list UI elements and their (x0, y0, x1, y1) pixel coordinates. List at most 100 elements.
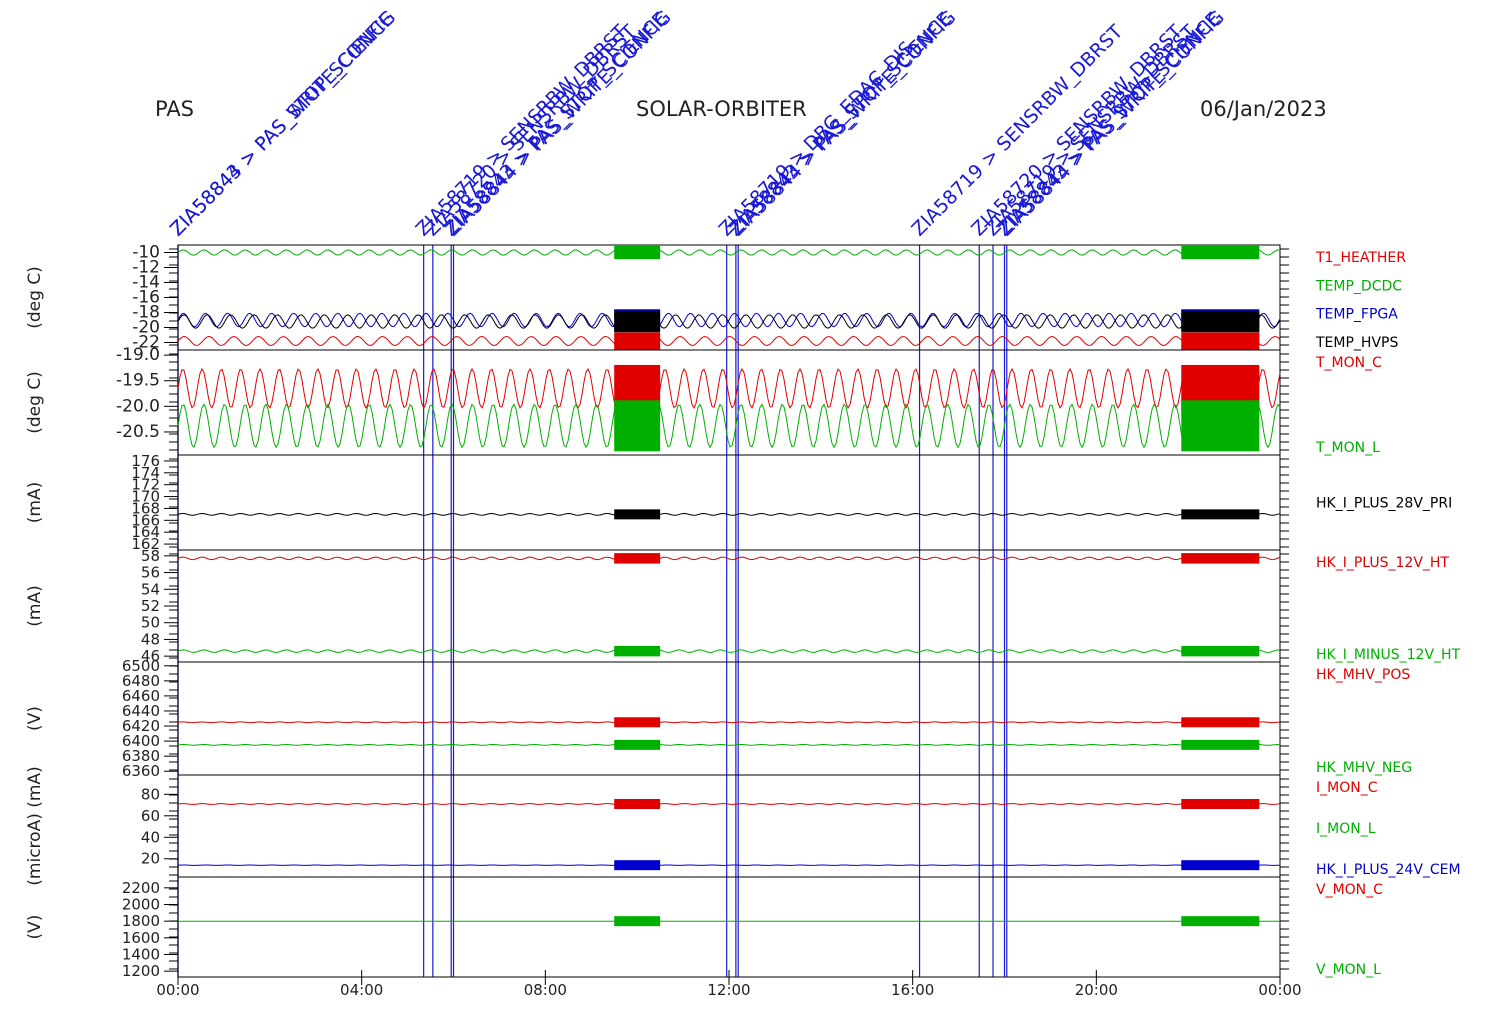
series-line (177, 312, 1281, 328)
data-block (614, 553, 661, 564)
data-block (1181, 400, 1260, 452)
y-tick-label: -18 (132, 303, 160, 323)
legend-entry: T1_HEATHER (1315, 250, 1406, 266)
x-axis: 00:00 04:00 08:00 12:00 16:00 20:00 00:00 (156, 970, 1302, 999)
panel-6: 80 60 40 20 (microA) (mA) I_MON_C I_MON_L HK_I_… (25, 766, 1461, 885)
y-tick-label: 56 (141, 564, 160, 582)
x-tick-label: 12:00 (707, 981, 750, 999)
legend-entry: TEMP_HVPS (1315, 335, 1398, 351)
y-axis-label: (V) (25, 706, 45, 731)
data-block (1181, 645, 1260, 657)
y-tick-label: -22 (132, 333, 160, 353)
x-tick-label: 16:00 (891, 981, 934, 999)
y-tick-label: 6500 (122, 657, 160, 675)
data-block (1181, 860, 1260, 871)
legend-entry: HK_I_PLUS_28V_PRI (1316, 496, 1452, 512)
y-axis-label: (mA) (25, 585, 45, 626)
data-block (1181, 509, 1260, 520)
legend-entry: TEMP_DCDC (1315, 278, 1402, 294)
data-block (614, 916, 661, 927)
data-block (614, 245, 661, 260)
y-tick-label: 6400 (122, 732, 160, 750)
series-line (177, 249, 1281, 256)
y-tick-label: 6420 (122, 717, 160, 735)
y-tick-label: 6360 (122, 762, 160, 780)
y-tick-label: 164 (131, 523, 160, 541)
y-tick-label: 6460 (122, 687, 160, 705)
y-tick-label: 54 (141, 580, 160, 598)
event-label: ZIA58844 > PAS_WRITE_CONFIG (726, 6, 960, 240)
panel-frame (177, 549, 1281, 663)
series-line (177, 803, 1281, 805)
y-tick-label: 170 (131, 488, 160, 506)
y-axis-label: (deg C) (25, 371, 45, 434)
data-block (614, 645, 661, 657)
y-tick-label: 58 (141, 547, 160, 565)
y-tick-label: -20.5 (116, 422, 160, 442)
series-line (177, 403, 1281, 449)
legend-entry: HK_MHV_NEG (1316, 760, 1412, 776)
panels: -10-12-14-16-18-20-22 (deg C) T1_HEATHER TE… (25, 243, 1461, 981)
header-left: PAS (155, 97, 194, 121)
y-tick-label: 1200 (122, 962, 160, 980)
x-tick-label: 08:00 (524, 981, 567, 999)
panel-1: -10-12-14-16-18-20-22 (deg C) T1_HEATHER TE… (25, 243, 1406, 353)
data-block (1181, 553, 1260, 564)
data-block (614, 332, 661, 350)
legend-entry: I_MON_L (1316, 821, 1376, 837)
panel-frame (177, 876, 1281, 978)
y-tick-label: 168 (131, 499, 160, 517)
data-block (614, 798, 661, 809)
legend-entry: I_MON_C (1316, 780, 1378, 796)
y-tick-label: -16 (132, 288, 160, 308)
y-axis-label: (microA) (mA) (25, 766, 45, 885)
y-tick-label: 80 (141, 785, 160, 803)
data-block (614, 860, 661, 871)
series-line (177, 744, 1280, 746)
legend-entry: HK_I_MINUS_12V_HT (1316, 647, 1461, 663)
y-tick-label: 1800 (122, 912, 160, 930)
y-tick-label: -12 (132, 258, 160, 278)
data-block (1181, 245, 1260, 260)
panel-frame (177, 661, 1281, 776)
y-tick-label: 6380 (122, 747, 160, 765)
y-axis-label: (mA) (25, 482, 45, 523)
x-tick-label: 20:00 (1075, 981, 1118, 999)
data-block (614, 310, 661, 333)
y-tick-label: 50 (141, 614, 160, 632)
data-block (614, 739, 661, 750)
data-block (614, 509, 661, 520)
y-tick-label: 1600 (122, 929, 160, 947)
panel-2: -19.0 -19.5 -20.0 -20.5 (deg C) T_MON_C T_MON_… (25, 345, 1382, 456)
y-tick-label: 1400 (122, 946, 160, 964)
series-line (177, 556, 1281, 561)
data-block (1181, 332, 1260, 350)
data-block (1181, 717, 1260, 728)
series-line (177, 649, 1281, 653)
y-axis-label: (V) (25, 915, 45, 940)
y-tick-label: 172 (131, 476, 160, 494)
y-axis-label: (deg C) (25, 266, 45, 329)
y-tick-label: 6440 (122, 702, 160, 720)
series-line (177, 721, 1281, 724)
series-line (177, 335, 1281, 347)
legend-entry: T_MON_C (1315, 355, 1382, 371)
y-tick-label: 52 (141, 597, 160, 615)
legend-entry: HK_MHV_POS (1316, 667, 1410, 683)
event-label: ZIA58844 > PAS_WRITE_CONFIG (166, 6, 400, 240)
data-block (1181, 739, 1260, 750)
y-tick-label: 176 (131, 452, 160, 470)
panel-frame (177, 244, 1281, 351)
y-tick-label: 60 (141, 807, 160, 825)
y-tick-label: -19.0 (116, 345, 160, 365)
x-tick-label: 00:00 (1258, 981, 1301, 999)
legend-entry: HK_I_PLUS_24V_CEM (1316, 862, 1461, 878)
data-block (614, 400, 661, 452)
y-tick-label: -20 (132, 318, 160, 338)
y-tick-label: -19.5 (116, 371, 160, 391)
y-tick-label: -10 (132, 243, 160, 263)
